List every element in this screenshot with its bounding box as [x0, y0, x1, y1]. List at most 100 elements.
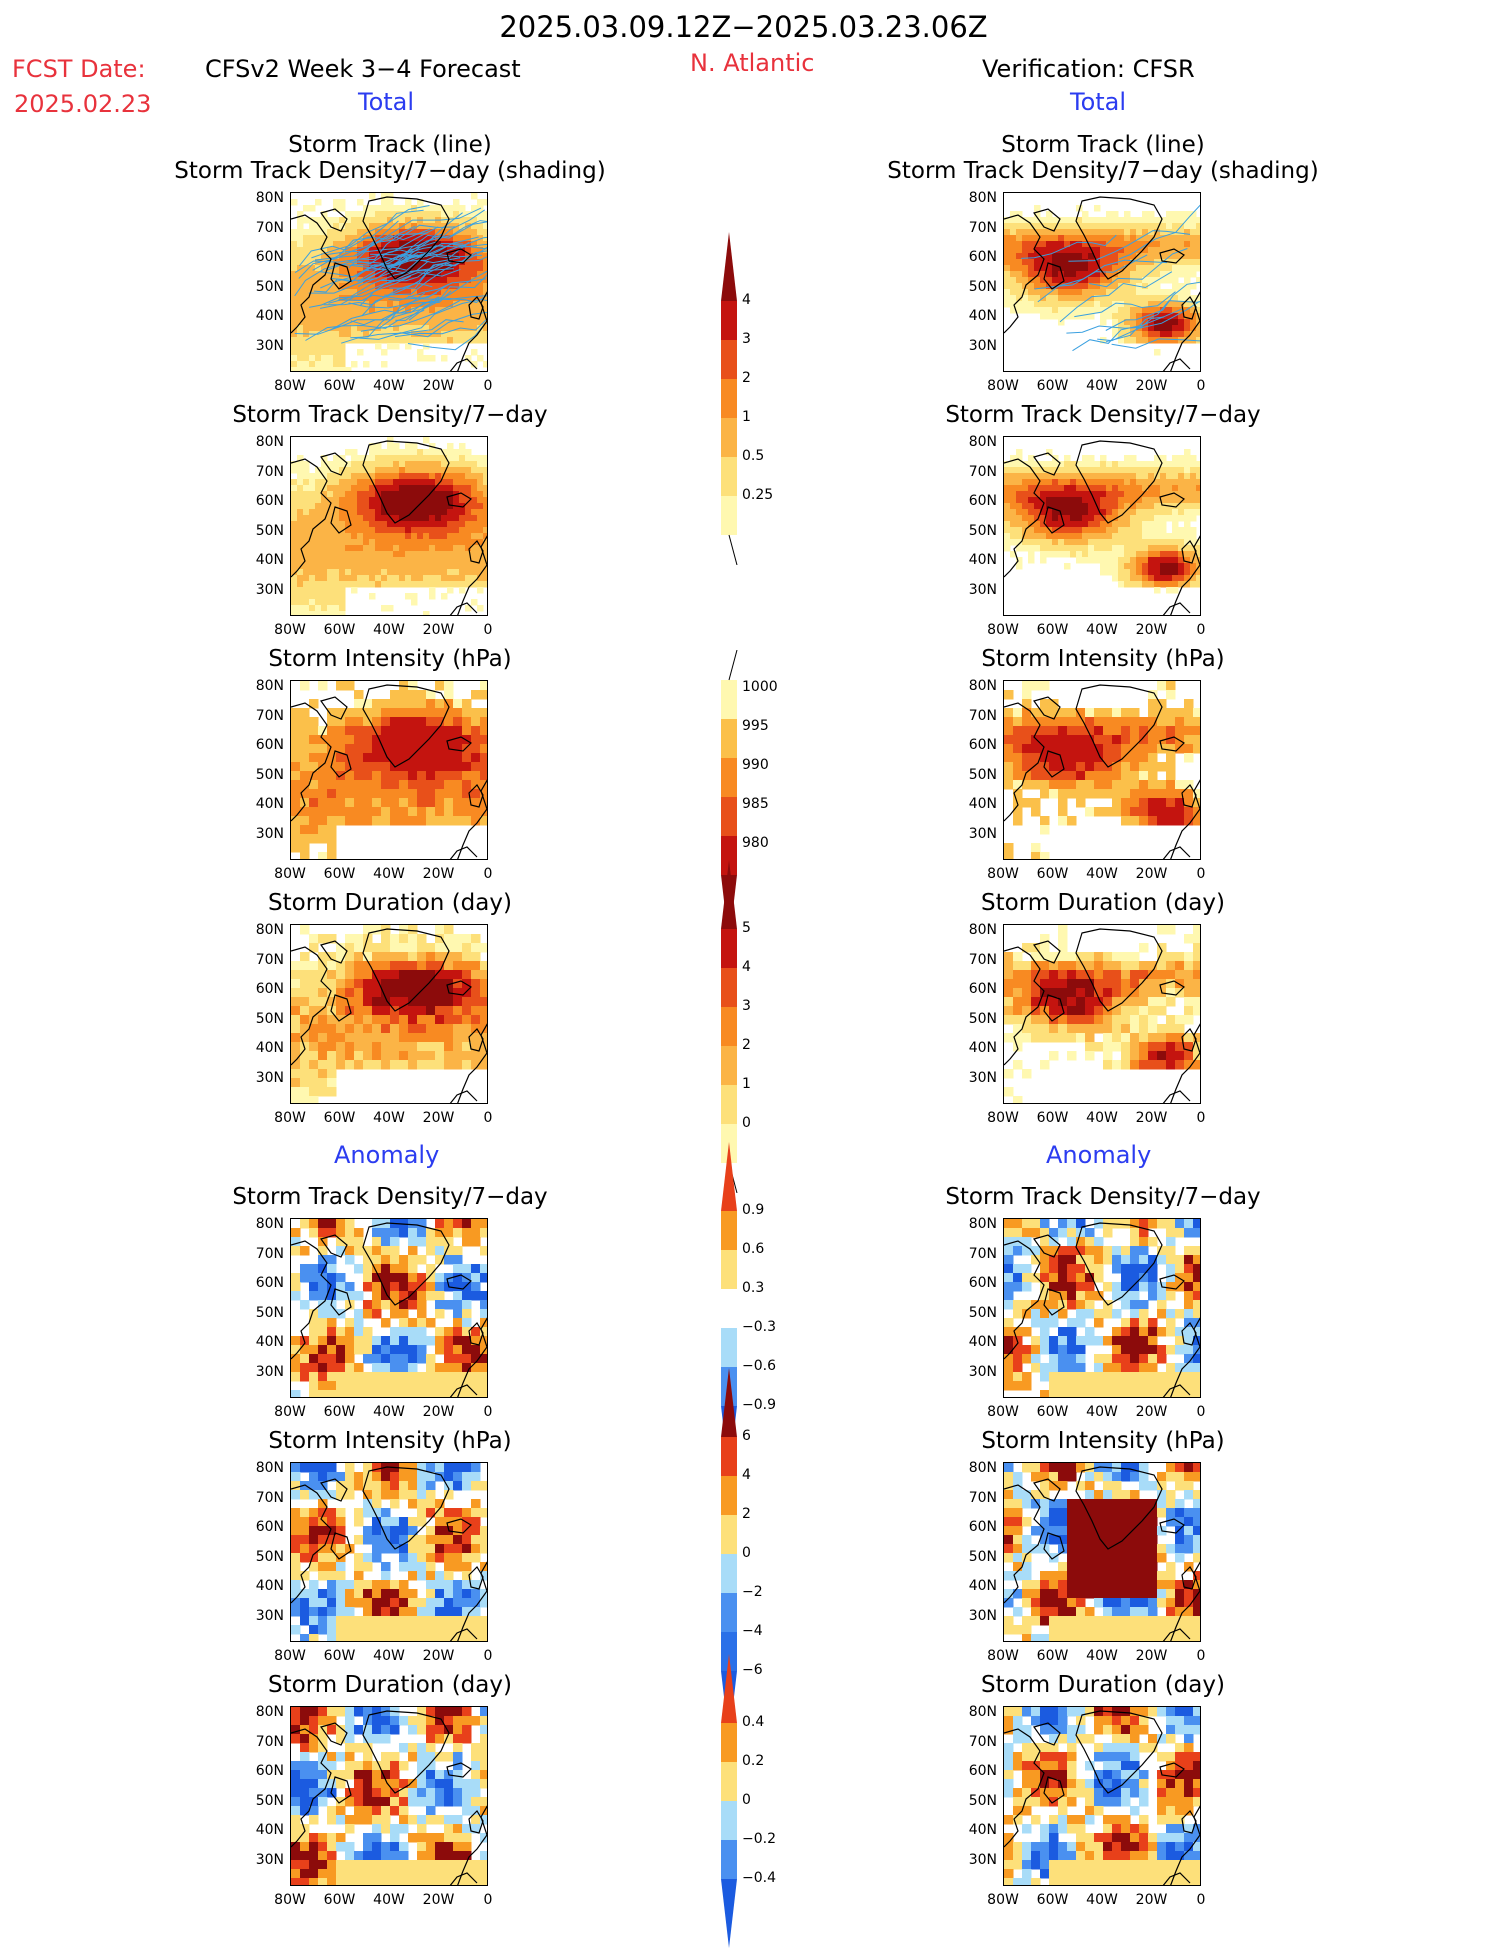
map-cell [327, 1336, 337, 1346]
map-cell [291, 575, 298, 582]
map-cell [372, 1219, 382, 1229]
map-cell [459, 331, 466, 338]
map-cell [1148, 521, 1155, 528]
map-cell [1040, 515, 1047, 522]
map-cell [399, 753, 409, 763]
map-cell [291, 1363, 301, 1373]
map-cell [435, 988, 445, 998]
map-cell [1031, 798, 1041, 808]
map-cell [1112, 253, 1119, 260]
map-cell [393, 229, 400, 236]
map-cell [333, 503, 340, 510]
map-cell [1046, 241, 1053, 248]
map-cell [351, 449, 358, 456]
map-cell [1178, 467, 1185, 474]
map-cell [333, 581, 340, 588]
map-cell [1142, 247, 1149, 254]
map-cell [1028, 479, 1035, 486]
map-cell [363, 485, 370, 492]
map-cell [300, 1273, 310, 1283]
map-cell [1085, 708, 1095, 718]
map-cell [1082, 265, 1089, 272]
map-cell [1022, 753, 1032, 763]
lat-tick: 40N [968, 308, 997, 324]
map-cell [1064, 515, 1071, 522]
map-cell [1067, 1024, 1077, 1034]
map-cell [405, 337, 412, 344]
storm-track-line [320, 254, 419, 289]
map-cell [435, 1237, 445, 1247]
map-cell [339, 545, 346, 552]
map-cell [471, 952, 481, 962]
map-cell [321, 247, 328, 254]
map-cell [1184, 1060, 1194, 1070]
map-cell [393, 241, 400, 248]
map-cell [297, 473, 304, 480]
map-cell [1067, 1336, 1077, 1346]
map-cell [399, 563, 406, 570]
map-cell [1157, 762, 1167, 772]
map-cell [429, 449, 436, 456]
map-cell [471, 1051, 481, 1061]
map-cell [321, 259, 328, 266]
map-cell [339, 551, 346, 558]
map-cell [1136, 247, 1143, 254]
map-cell [426, 717, 436, 727]
lon-tick: 40W [373, 622, 405, 638]
map-cell [441, 235, 448, 242]
map-cell [363, 1033, 373, 1043]
coastline [1162, 358, 1191, 371]
map-cell [1175, 1228, 1185, 1238]
storm-track-line [1089, 248, 1188, 288]
map-cell [1040, 1300, 1050, 1310]
map-cell [1175, 735, 1185, 745]
map-cell [1142, 485, 1149, 492]
map-cell [1172, 563, 1179, 570]
map-cell [1130, 1255, 1140, 1265]
map-cell [291, 744, 301, 754]
map-cell [357, 545, 364, 552]
map-cell [1058, 1264, 1068, 1274]
map-cell [1190, 455, 1197, 462]
map-cell [1184, 247, 1191, 254]
map-cell [1184, 1318, 1194, 1328]
lon-tick: 60W [323, 1404, 356, 1420]
map-cell [345, 247, 352, 254]
map-cell [387, 509, 394, 516]
map-cell [1004, 1015, 1014, 1025]
map-cell [399, 479, 406, 486]
map-cell [1193, 997, 1200, 1007]
map-cell [1076, 1246, 1086, 1256]
map-cell [1184, 699, 1194, 709]
map-cell [363, 361, 370, 368]
map-cell [1076, 557, 1083, 564]
map-cell [1049, 1291, 1059, 1301]
map-cell [354, 1345, 364, 1355]
map-cell [1103, 988, 1113, 998]
lon-tick: 60W [323, 866, 356, 882]
map-cell [1052, 497, 1059, 504]
map-cell [1010, 551, 1017, 558]
map-cell [291, 295, 298, 302]
map-cell [336, 753, 346, 763]
map-cell [1004, 533, 1011, 540]
map-cell [1088, 461, 1095, 468]
map-cell [459, 557, 466, 564]
map-cell [429, 229, 436, 236]
map-cell [1121, 952, 1131, 962]
map-cell [1094, 1246, 1104, 1256]
map-cell [417, 690, 427, 700]
map-cell [1094, 753, 1104, 763]
map-cell [1136, 217, 1143, 224]
map-cell [345, 1219, 355, 1229]
map-cell [1076, 229, 1083, 236]
coastline [1004, 702, 1045, 822]
map-cell [1094, 509, 1101, 516]
map-cell [477, 241, 484, 248]
map-cell [1148, 235, 1155, 242]
map-cell [1016, 283, 1023, 290]
map-cell [1040, 816, 1050, 826]
map-cell [405, 235, 412, 242]
map-cell [381, 744, 391, 754]
map-cell [417, 997, 427, 1007]
